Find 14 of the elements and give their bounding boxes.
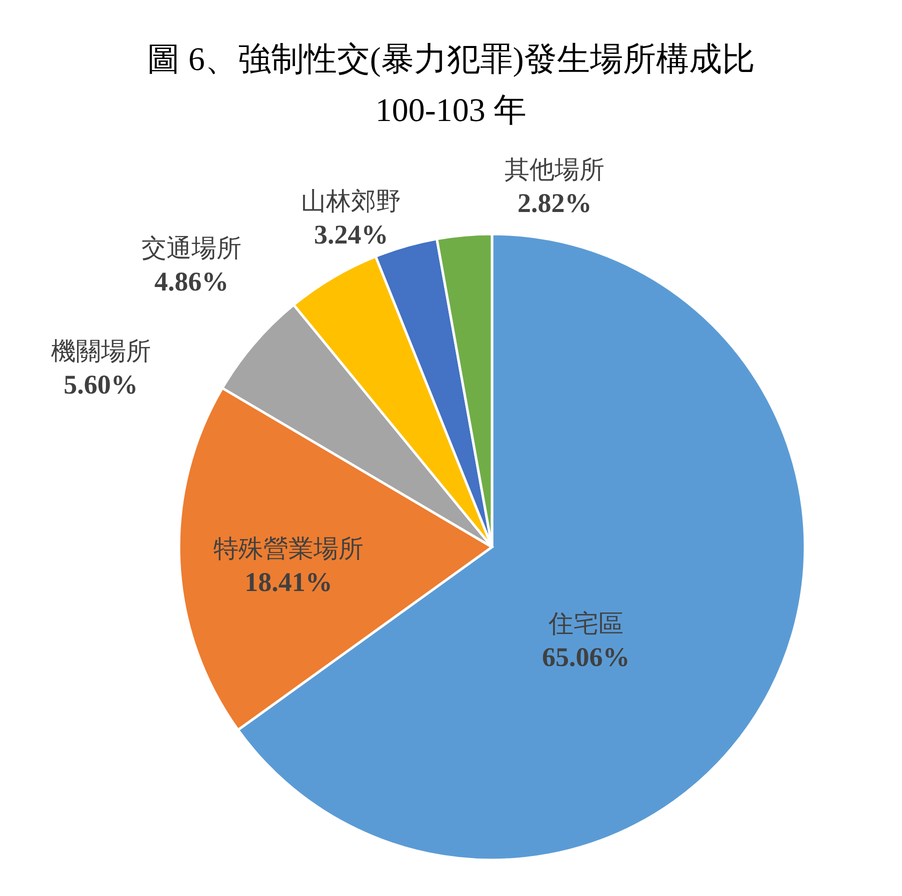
slice-label: 住宅區 [547, 610, 624, 638]
chart-title: 圖 6、強制性交(暴力犯罪)發生場所構成比 [147, 42, 755, 78]
data-label: 18.41% [244, 566, 332, 597]
slice-label: 山林郊野 [301, 188, 402, 216]
slice-label: 其他場所 [504, 157, 605, 184]
data-label: 4.86% [154, 266, 229, 296]
data-label: 65.06% [542, 642, 630, 672]
slice-label: 機關場所 [50, 338, 151, 366]
slice-label: 特殊營業場所 [214, 536, 364, 563]
slice-label: 交通場所 [142, 234, 242, 262]
data-label: 3.24% [314, 219, 388, 250]
chart-subtitle: 100-103 年 [375, 93, 527, 129]
data-label: 2.82% [517, 188, 592, 218]
data-label: 5.60% [64, 370, 138, 400]
